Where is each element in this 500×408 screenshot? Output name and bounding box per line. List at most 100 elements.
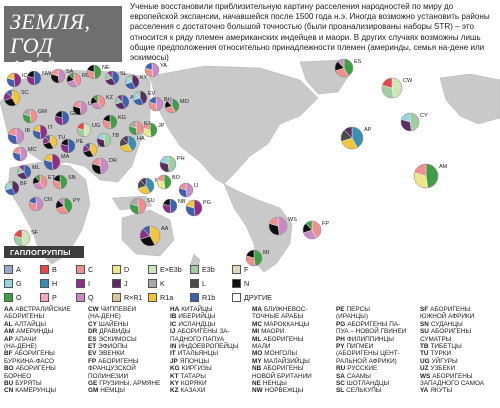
pie-in: IN	[82, 142, 104, 158]
pie-outline	[162, 198, 178, 214]
pie-et: ET	[32, 174, 56, 190]
code-entry: РАЛЬНОЙ АФРИКИ)	[336, 357, 397, 365]
code-entry: SU АБОРИГЕНЫ	[420, 328, 500, 335]
pie-outline	[16, 164, 32, 180]
pie-es: ES	[334, 58, 362, 78]
land-masses	[0, 59, 500, 273]
pie-outline	[340, 126, 364, 150]
code-name: ФИЛИППИНЦЫ	[346, 335, 394, 343]
pie-ph: PH	[159, 155, 185, 173]
haplogroup-label: Q	[88, 292, 94, 302]
pie-outline	[52, 174, 68, 190]
code-entry: (АБОРИГЕНЫ ЦЕНТ-	[336, 350, 400, 358]
pie-label: IC	[22, 73, 28, 79]
code-entry: WS АБОРИГЕНЫ	[420, 373, 500, 380]
haplogroup-item: R1b	[190, 290, 215, 304]
code-name: КИТАЙЦЫ	[181, 306, 213, 313]
pie-mc: MC	[12, 146, 37, 162]
haplogroup-item: R1a	[148, 290, 173, 304]
code-entry: GE ГРУЗИНЫ, АРМЯНЕ	[88, 380, 172, 387]
code-entry: HA КИТАЙЦЫ	[170, 306, 254, 313]
code-entry: KT ТАТАРЫ	[170, 373, 254, 380]
code-entry: KG КИРГИЗЫ	[170, 365, 254, 372]
code-entry: IJ АБОРИГЕНЫ ЗА-	[170, 328, 254, 335]
pie-outline	[86, 64, 102, 80]
pie-outline	[185, 199, 203, 217]
haplogroup-item: G	[4, 276, 22, 290]
pie-outline	[82, 142, 98, 158]
code-name: РУССКИЕ	[347, 365, 378, 373]
pie-ml: ML	[16, 164, 40, 180]
code-abbr: FP	[88, 357, 97, 365]
code-entry: MC МАРОККАНЦЫ	[252, 321, 336, 328]
pie-outline	[178, 182, 194, 198]
code-entry: (НА-ДЕНЕ)	[4, 343, 37, 351]
code-name: АПАЧИ	[14, 335, 37, 343]
code-entry: IC ИСЛАНДЦЫ	[170, 321, 254, 328]
code-entry: AP АПАЧИ	[4, 336, 88, 343]
pie-bu: BU	[148, 96, 172, 112]
pie-sn: SN	[52, 174, 76, 190]
code-name: УЙГУРЫ	[431, 357, 458, 365]
pie-slice	[185, 182, 194, 198]
pie-kg: KG	[102, 114, 126, 130]
pie-outline	[102, 114, 118, 130]
code-column: PE ПЕРСЫ (ИРАНЦЫ) PG АБОРИГЕНЫ ПА- ПУА – НОВО…	[336, 306, 420, 395]
pie-sf: SF	[13, 229, 39, 247]
pie-label: NE	[102, 65, 110, 71]
pie-outline	[148, 96, 164, 112]
pie-dr: DR	[91, 157, 117, 175]
pie-label: FP	[322, 221, 329, 227]
pie-label: NW	[42, 71, 52, 77]
haplogroup-item: D	[112, 262, 129, 276]
pie-outline	[26, 70, 42, 86]
code-entry: ЗАПАДНОГО САМОА	[420, 380, 485, 388]
code-entry: GM НЕМЦЫ	[88, 387, 172, 394]
code-entry: RU РУССКИЕ	[336, 365, 420, 372]
code-name: АВСТРАЛИЙСКИЕ	[15, 306, 71, 313]
code-abbr: CN	[4, 387, 14, 395]
code-entry: НОВОЙ БРИТАНИИ	[252, 372, 312, 380]
world-map: ICNWSCSARUNESLKYYAESCWCYAPAMGMIBITGETUUZ…	[0, 58, 500, 273]
code-entry: KZ КАЗАХИ	[170, 387, 254, 394]
pie-ne: NE	[86, 64, 110, 80]
pie-label: SF	[31, 230, 39, 236]
haplogroup-swatch	[190, 292, 199, 302]
code-name: АБОРИГЕНЫ	[263, 335, 304, 343]
pie-label: MC	[28, 147, 37, 153]
pie-gm: GM	[22, 108, 47, 124]
code-entry: DR ДРАВИДЫ	[88, 328, 172, 335]
pie-label: BU	[164, 97, 172, 103]
code-name: НЕНЦЫ	[262, 380, 287, 388]
code-entry: IT ИТАЛЬЯНЦЫ	[170, 350, 254, 357]
haplogroup-row: O P Q R×R1 R1a R1b ДРУГИЕ	[4, 290, 272, 304]
pie-label: KG	[118, 115, 126, 121]
code-abbr: KY	[170, 380, 179, 388]
intro-paragraph: Ученые восстановили приблизительную карт…	[130, 2, 490, 63]
code-name: МОНГОЛЫ	[264, 350, 298, 358]
code-entry: EV ЭВЕНКИ	[88, 350, 172, 357]
haplogroup-label: H	[52, 278, 58, 288]
population-pies: ICNWSCSARUNESLKYYAESCWCYAPAMGMIBITGETUUZ…	[3, 58, 448, 267]
pie-label: MI	[263, 250, 270, 256]
code-name: ЭСКИМОСЫ	[98, 335, 137, 343]
code-name: ШАЙЕНЫ	[98, 320, 129, 328]
code-name: ШОТЛАНДЦЫ	[346, 380, 390, 388]
pie-outline	[159, 155, 177, 173]
code-entry: BU БУРЯТЫ	[4, 380, 88, 387]
code-abbr: MC	[252, 320, 262, 328]
haplogroup-item: E×E3b	[148, 262, 182, 276]
code-name: АБОРИГЕНЫ	[430, 328, 472, 336]
code-name: ИБЕРИЙЦЫ	[178, 313, 216, 321]
pie-ws: WS	[268, 216, 297, 236]
code-abbr: SL	[336, 387, 345, 395]
pie-label: PG	[203, 200, 211, 206]
pie-label: IB	[25, 128, 31, 134]
pie-outline	[60, 138, 76, 154]
code-abbr: IJ	[170, 328, 176, 336]
code-abbr: IB	[170, 313, 177, 321]
haplogroup-label: R1b	[202, 292, 216, 302]
pie-bo: BO	[156, 174, 181, 190]
code-name: СЕЛЬКУПЫ	[346, 387, 382, 395]
pie-it: IT	[32, 124, 54, 140]
